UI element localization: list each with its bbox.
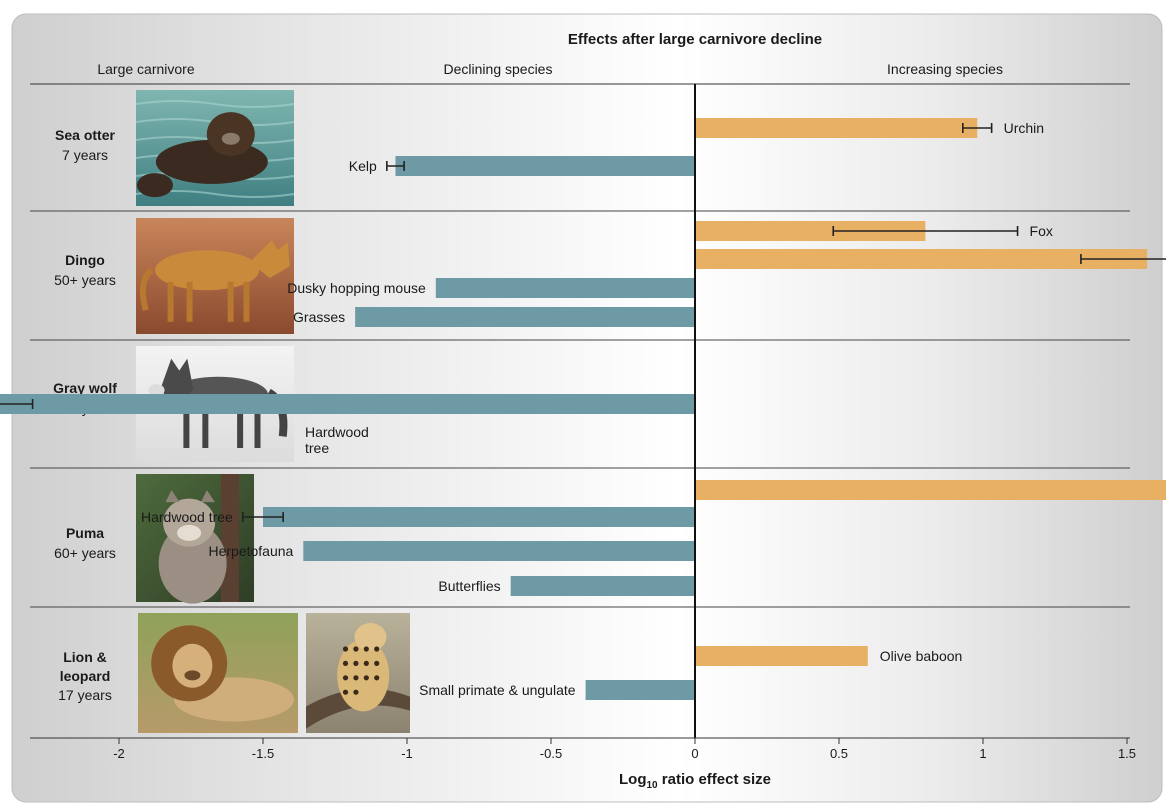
x-axis-label-subscript: 10 <box>647 780 659 791</box>
carnivore-duration-dingo: 50+ years <box>54 272 116 288</box>
carnivore-duration-sea-otter: 7 years <box>62 147 108 163</box>
bar-label-sea-otter-urchin: Urchin <box>1004 120 1044 136</box>
dingo-photo <box>136 218 294 334</box>
bar-label-puma-hardwood-tree: Hardwood tree <box>141 509 233 525</box>
bar-puma-herpetofauna <box>303 541 695 561</box>
bar-label-puma-herpetofauna: Herpetofauna <box>208 543 293 559</box>
carnivore-name-gray-wolf: Gray wolf <box>53 380 117 396</box>
x-tick-label: 0.5 <box>830 746 848 761</box>
bar-label-puma-butterflies: Butterflies <box>438 578 500 594</box>
bar-label-sea-otter-kelp: Kelp <box>349 158 377 174</box>
error-bar-sea-otter-urchin <box>962 123 993 133</box>
carnivore-name-sea-otter: Sea otter <box>55 127 115 143</box>
error-bar-gray-wolf-hardwood-tree <box>0 399 34 409</box>
header-increasing-species: Increasing species <box>887 61 1003 77</box>
lion-photo <box>138 613 298 733</box>
x-axis-label-rest: ratio effect size <box>658 771 771 788</box>
bar-dingo-kangaroo <box>695 249 1148 269</box>
bar-sea-otter-kelp <box>395 156 695 176</box>
x-tick-label: -1.5 <box>252 746 274 761</box>
bar-puma-butterflies <box>510 576 695 596</box>
x-tick-label: 1.5 <box>1118 746 1136 761</box>
x-tick-label: 0 <box>691 746 698 761</box>
carnivore-duration-puma: 60+ years <box>54 545 116 561</box>
puma-photo <box>136 474 254 604</box>
bar-label-dingo-grasses: Grasses <box>293 309 345 325</box>
carnivore-duration-lion-and-leopard: 17 years <box>58 687 112 703</box>
carnivore-name-lion-and-leopard-line-1: Lion & <box>63 649 107 665</box>
bar-lion-and-leopard-small-primate-and-ungulate <box>585 680 695 700</box>
bar-label-lion-and-leopard-small-primate-and-ungulate: Small primate & ungulate <box>419 682 576 698</box>
bar-label-gray-wolf-hardwood-tree-line-1: Hardwood <box>305 424 369 440</box>
header-declining-species: Declining species <box>444 61 553 77</box>
bar-label-lion-and-leopard-olive-baboon: Olive baboon <box>880 648 963 664</box>
bar-lion-and-leopard-olive-baboon <box>695 646 868 666</box>
error-bar-sea-otter-kelp <box>386 161 405 171</box>
bar-label-dingo-dusky-hopping-mouse: Dusky hopping mouse <box>287 280 426 296</box>
carnivore-name-dingo: Dingo <box>65 252 105 268</box>
bar-dingo-grasses <box>355 307 695 327</box>
bar-label-dingo-fox: Fox <box>1030 223 1053 239</box>
bar-gray-wolf-hardwood-tree <box>0 394 695 414</box>
sea-otter-photo <box>135 90 295 206</box>
bar-puma-deer <box>695 480 1166 500</box>
bar-sea-otter-urchin <box>695 118 978 138</box>
error-bar-puma-hardwood-tree <box>242 512 284 522</box>
x-tick-label: 1 <box>979 746 986 761</box>
bar-dingo-fox <box>695 221 926 241</box>
x-tick-label: -0.5 <box>540 746 562 761</box>
carnivore-name-lion-and-leopard-line-2: leopard <box>60 668 111 684</box>
x-tick-label: -1 <box>401 746 413 761</box>
bar-puma-hardwood-tree <box>263 507 695 527</box>
x-tick-label: -2 <box>113 746 125 761</box>
x-axis-label-main: Log <box>619 771 647 788</box>
bar-label-gray-wolf-hardwood-tree-line-2: tree <box>305 440 329 456</box>
chart-title: Effects after large carnivore decline <box>568 31 822 48</box>
bar-dingo-dusky-hopping-mouse <box>435 278 695 298</box>
x-axis-label: Log10 ratio effect size <box>619 771 771 791</box>
leopard-photo <box>306 613 410 733</box>
error-bar-dingo-fox <box>832 226 1019 236</box>
carnivore-name-puma: Puma <box>66 525 104 541</box>
error-bar-dingo-kangaroo <box>1080 254 1166 264</box>
header-large-carnivore: Large carnivore <box>97 61 194 77</box>
